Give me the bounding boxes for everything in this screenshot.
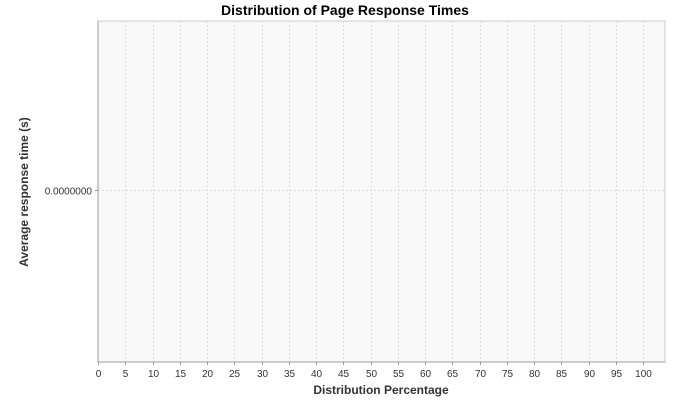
x-tick-label: 25 xyxy=(229,369,241,380)
x-tick-label: 15 xyxy=(175,369,187,380)
x-tick-label: 45 xyxy=(338,369,350,380)
x-tick-label: 100 xyxy=(635,369,652,380)
y-tick-label: 0.0000000 xyxy=(45,187,93,198)
plot-area xyxy=(97,20,666,363)
x-tick-label: 40 xyxy=(311,369,323,380)
y-axis-label: Average response time (s) xyxy=(17,117,31,267)
x-tick-label: 85 xyxy=(556,369,568,380)
x-tick-label: 35 xyxy=(284,369,296,380)
x-tick-label: 0 xyxy=(96,369,102,380)
x-tick-label: 5 xyxy=(123,369,129,380)
x-tick-label: 95 xyxy=(611,369,623,380)
x-axis-label: Distribution Percentage xyxy=(313,383,449,397)
x-tick-label: 75 xyxy=(502,369,514,380)
x-tick-label: 60 xyxy=(420,369,432,380)
x-tick-label: 55 xyxy=(393,369,405,380)
x-gridlines xyxy=(125,21,644,362)
x-tick-label: 90 xyxy=(584,369,596,380)
x-tick-label: 30 xyxy=(257,369,269,380)
x-tick-label: 70 xyxy=(475,369,487,380)
x-tick-label: 10 xyxy=(148,369,160,380)
x-tick-label: 65 xyxy=(447,369,459,380)
x-ticks: 0 5 10 15 20 25 30 35 40 45 50 55 60 65 70 75 80 85 90 95 10… xyxy=(96,362,652,380)
x-tick-label: 80 xyxy=(529,369,541,380)
y-ticks: 0.0000000 xyxy=(45,187,98,198)
x-tick-label: 50 xyxy=(366,369,378,380)
x-tick-label: 20 xyxy=(202,369,214,380)
chart-title: Distribution of Page Response Times xyxy=(221,2,469,18)
